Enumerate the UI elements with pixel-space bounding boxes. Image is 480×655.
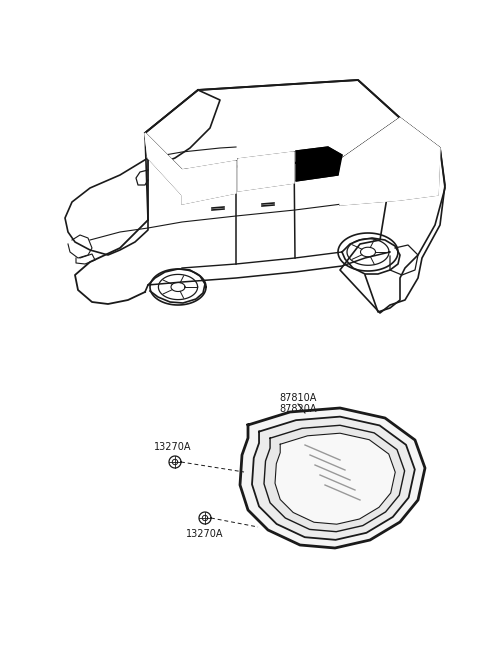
Polygon shape [275,433,395,524]
Polygon shape [182,161,236,204]
Polygon shape [340,118,445,313]
Polygon shape [252,417,415,540]
Polygon shape [145,80,400,170]
Text: 13270A: 13270A [154,442,192,452]
Polygon shape [264,425,405,532]
Polygon shape [145,133,182,195]
Polygon shape [145,90,220,162]
Text: 87810A: 87810A [279,393,317,403]
Text: 13270A: 13270A [186,529,224,539]
Polygon shape [240,408,425,548]
Polygon shape [238,152,294,191]
Text: 87820A: 87820A [279,404,317,414]
Polygon shape [340,118,440,205]
Polygon shape [78,118,400,302]
Polygon shape [296,147,342,181]
